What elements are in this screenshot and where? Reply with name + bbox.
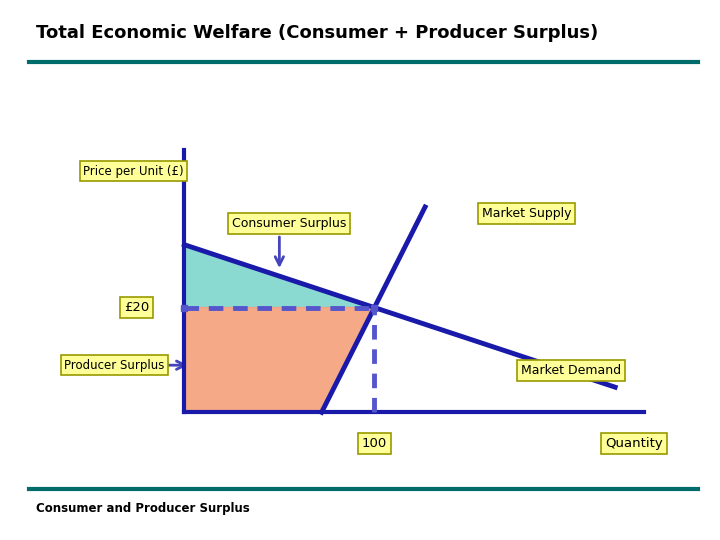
Text: Price per Unit (£): Price per Unit (£) xyxy=(84,165,184,178)
Text: £20: £20 xyxy=(124,301,150,314)
Text: Market Supply: Market Supply xyxy=(482,207,571,220)
Text: Total Economic Welfare (Consumer + Producer Surplus): Total Economic Welfare (Consumer + Produ… xyxy=(36,24,598,42)
Polygon shape xyxy=(184,245,374,308)
Polygon shape xyxy=(184,308,374,413)
Text: Consumer Surplus: Consumer Surplus xyxy=(232,217,346,230)
Text: 100: 100 xyxy=(361,437,387,450)
Text: Producer Surplus: Producer Surplus xyxy=(64,359,165,372)
Text: Quantity: Quantity xyxy=(606,437,663,450)
Text: Consumer and Producer Surplus: Consumer and Producer Surplus xyxy=(36,502,250,515)
Text: Market Demand: Market Demand xyxy=(521,364,621,377)
